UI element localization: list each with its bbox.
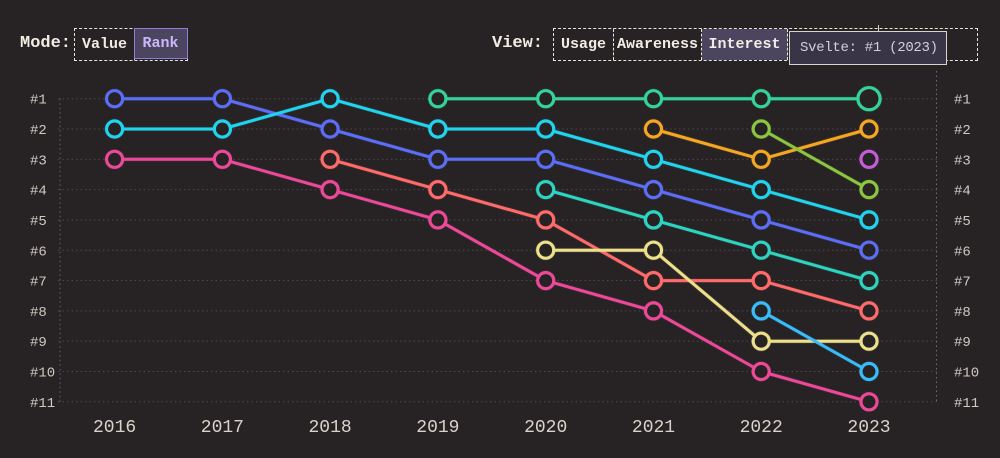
svg-text:#7: #7: [954, 275, 971, 291]
svg-text:#10: #10: [954, 365, 979, 381]
svg-text:#6: #6: [954, 244, 971, 260]
svg-text:#4: #4: [954, 184, 971, 200]
svg-text:#2: #2: [30, 123, 47, 139]
svg-text:#3: #3: [954, 153, 971, 169]
svg-text:2016: 2016: [93, 418, 136, 438]
svg-text:#3: #3: [30, 153, 47, 169]
svg-text:#6: #6: [30, 244, 47, 260]
svg-text:2023: 2023: [847, 418, 890, 438]
svg-text:#11: #11: [954, 396, 979, 412]
svg-text:#11: #11: [30, 396, 55, 412]
svg-text:#5: #5: [954, 214, 971, 230]
svg-text:2022: 2022: [740, 418, 783, 438]
svg-text:#9: #9: [954, 335, 971, 351]
svg-text:#8: #8: [30, 305, 47, 321]
svg-text:2017: 2017: [201, 418, 244, 438]
svg-text:#1: #1: [954, 93, 971, 109]
svg-text:#7: #7: [30, 275, 47, 291]
svg-text:2021: 2021: [632, 418, 675, 438]
svg-text:#5: #5: [30, 214, 47, 230]
svg-text:#1: #1: [30, 93, 47, 109]
svg-text:#8: #8: [954, 305, 971, 321]
svg-text:2018: 2018: [308, 418, 351, 438]
svg-text:#10: #10: [30, 365, 55, 381]
svg-text:#4: #4: [30, 184, 47, 200]
svg-text:2020: 2020: [524, 418, 567, 438]
svg-text:#2: #2: [954, 123, 971, 139]
svg-text:#9: #9: [30, 335, 47, 351]
svg-text:2019: 2019: [416, 418, 459, 438]
